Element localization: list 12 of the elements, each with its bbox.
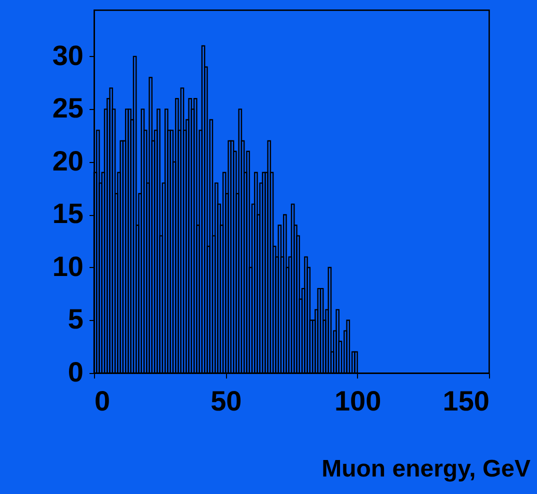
y-tick-label: 10 (52, 250, 84, 282)
y-tick-label: 0 (68, 356, 84, 388)
y-tick-label: 15 (52, 198, 84, 230)
x-tick-label: 150 (442, 386, 490, 416)
x-tick-label: 100 (334, 386, 382, 416)
x-axis-title: Muon energy, GeV (322, 456, 530, 482)
y-tick-label: 25 (52, 92, 84, 124)
x-tick-label: 0 (94, 386, 110, 416)
y-tick-label: 20 (52, 145, 84, 176)
y-tick-label: 30 (52, 40, 84, 71)
x-tick-label: 50 (210, 386, 242, 416)
y-tick-label: 5 (68, 304, 84, 335)
